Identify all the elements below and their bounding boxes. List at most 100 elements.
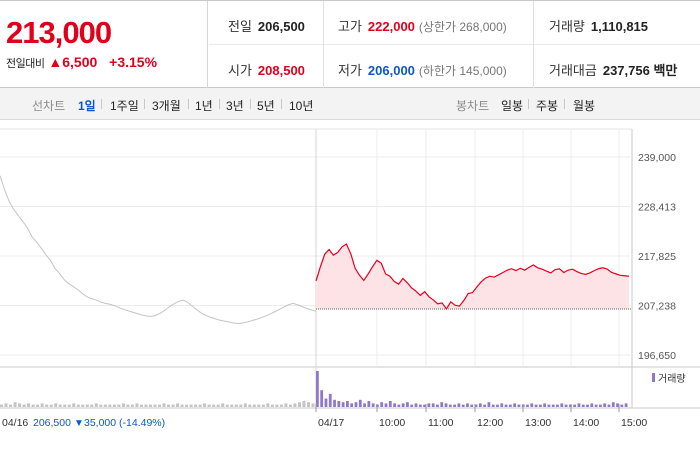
current-price-box: 213,000 전일대비 ▲6,500 +3.15% <box>0 1 208 88</box>
volume-bar-prev <box>108 404 112 407</box>
candle-monthly[interactable]: 월봉 <box>573 99 596 113</box>
change-percent: +3.15% <box>109 54 158 70</box>
change-amount: 6,500 <box>62 54 98 70</box>
volume-bar-today <box>556 404 559 407</box>
candle-daily[interactable]: 일봉 <box>501 99 524 113</box>
volume-bar-prev <box>67 404 71 407</box>
chart-lines <box>0 175 630 324</box>
volume-bar-prev <box>243 403 247 407</box>
volume-bar-prev <box>144 404 148 407</box>
period-10year[interactable]: 10년 <box>289 99 314 113</box>
volume-bar-today <box>547 404 551 407</box>
volume-bar-prev <box>275 404 279 407</box>
volume-bar-prev <box>293 403 297 407</box>
series-area-today <box>316 243 629 309</box>
volume-bar-prev <box>126 404 130 407</box>
volume-bar-prev <box>180 404 184 407</box>
volume-bar-today <box>624 403 628 407</box>
volume-bar-prev <box>311 403 315 407</box>
volume-bar-today <box>538 404 542 407</box>
volume-bar-prev <box>103 404 107 407</box>
volume-bar-today <box>598 404 602 407</box>
summary-divider-v <box>323 1 324 88</box>
volume-bar-prev <box>45 404 49 407</box>
volume-bar-prev <box>198 404 202 407</box>
prev-change-text: 35,000 (-14.49%) <box>84 417 165 429</box>
volume-bar-prev <box>207 404 211 407</box>
chart-fill <box>316 243 632 310</box>
volume-bar-today <box>470 404 474 407</box>
volume-bar-today <box>526 404 529 407</box>
volume-bar-prev <box>171 404 175 407</box>
summary-divider <box>209 44 700 45</box>
volume-bar-today <box>418 404 422 407</box>
volume-bar-prev <box>27 403 31 407</box>
volume-bar-today <box>504 404 508 407</box>
y-tick-label: 217,825 <box>638 251 676 263</box>
volume-bar-today <box>324 398 328 407</box>
volume-bar-today <box>530 403 534 407</box>
period-1day[interactable]: 1일 <box>78 99 96 113</box>
line-chart-label: 선차트 <box>32 99 66 113</box>
prev-close-cell: 전일 206,500 <box>228 16 305 35</box>
chart-grid <box>0 128 700 409</box>
trade-value-label: 거래대금 <box>549 63 597 78</box>
volume-bar-prev <box>212 404 216 407</box>
series-line-today <box>315 243 630 311</box>
volume-bar-prev <box>266 403 270 407</box>
volume-bar-prev <box>252 404 256 407</box>
volume-bar-today <box>333 399 336 407</box>
change-row: 전일대비 ▲6,500 +3.15% <box>6 54 157 71</box>
prev-close-price: 206,500 <box>33 417 71 429</box>
volume-bar-prev <box>81 404 85 407</box>
volume-bar-today <box>401 403 405 407</box>
volume-bar-today <box>440 402 444 407</box>
toolbar-separator <box>281 99 282 109</box>
chart-toolbar: 선차트 1일 1주일 3개월 1년 3년 5년 10년 봉차트 일봉 주봉 월봉 <box>0 88 700 120</box>
volume-bar-today <box>581 404 585 407</box>
volume-bar-today <box>517 404 521 407</box>
period-1week[interactable]: 1주일 <box>110 99 139 113</box>
volume-bar-prev <box>40 403 44 407</box>
volume-label: 거래량 <box>549 19 585 34</box>
period-5year[interactable]: 5년 <box>257 99 275 113</box>
volume-bar-today <box>616 403 619 407</box>
volume-bar-today <box>534 404 538 407</box>
volume-bar-prev <box>248 404 252 407</box>
volume-bar-today <box>316 371 319 407</box>
trade-value: 237,756 백만 <box>602 63 678 78</box>
volume-bar-prev <box>72 403 76 407</box>
volume-legend-swatch <box>652 373 655 382</box>
volume-bar-today <box>354 402 358 407</box>
toolbar-separator <box>528 99 529 109</box>
volume-bar-today <box>457 403 461 407</box>
volume-bar-prev <box>99 404 103 407</box>
open-label: 시가 <box>228 63 252 78</box>
volume-bar-today <box>603 403 607 407</box>
period-3year[interactable]: 3년 <box>226 99 244 113</box>
volume-bar-today <box>384 403 388 407</box>
toolbar-separator <box>144 99 145 109</box>
volume-bar-prev <box>22 404 26 407</box>
volume-bar-today <box>620 404 624 407</box>
trade-value-cell: 거래대금 237,756 백만 <box>549 60 677 79</box>
volume-bar-prev <box>194 404 198 407</box>
volume-bar-prev <box>270 404 274 407</box>
volume-bar-prev <box>4 403 8 407</box>
period-3month[interactable]: 3개월 <box>152 99 181 113</box>
candle-weekly[interactable]: 주봉 <box>536 99 559 113</box>
volume-bar-prev <box>185 404 189 407</box>
prev-close-value: 206,500 <box>257 19 305 34</box>
volume-bar-today <box>491 404 495 407</box>
volume-bar-today <box>483 404 487 407</box>
volume-bar-today <box>427 403 431 407</box>
upper-limit: (상한가 268,000) <box>418 20 507 34</box>
volume-bar-today <box>577 403 581 407</box>
period-1year[interactable]: 1년 <box>195 99 213 113</box>
volume-bar-prev <box>49 404 53 407</box>
volume-cell: 거래량 1,110,815 <box>549 16 648 35</box>
volume-bar-prev <box>302 401 306 407</box>
volume-bar-today <box>611 402 615 407</box>
volume-bar-prev <box>139 404 143 407</box>
price-summary: 213,000 전일대비 ▲6,500 +3.15% 전일 206,500 시가 2… <box>0 0 700 88</box>
